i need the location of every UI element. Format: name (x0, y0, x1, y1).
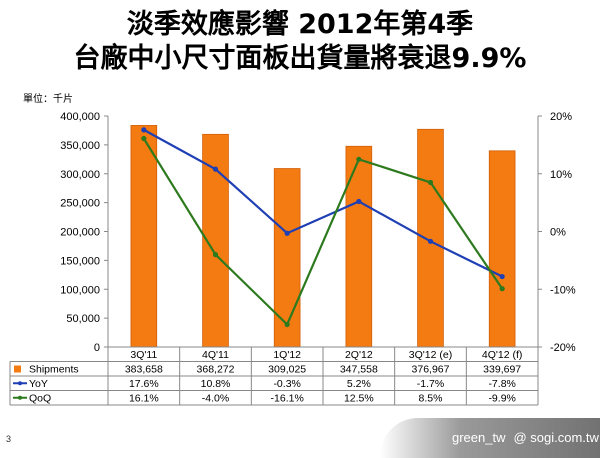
bar-shipments (345, 145, 373, 348)
point-yoy (356, 198, 362, 205)
left-tick-label: 300,000 (60, 169, 100, 181)
legend-label: QoQ (29, 393, 51, 405)
right-tick-label: 0% (550, 227, 566, 239)
point-qoq (284, 321, 290, 328)
data-table-cell: 16.1% (129, 393, 159, 405)
data-table-cell: -4.0% (202, 393, 229, 405)
left-tick-label: 400,000 (60, 111, 100, 123)
point-yoy (284, 230, 290, 236)
data-table-cell: -7.8% (488, 378, 515, 390)
credit-site: @ sogi.com.tw (513, 430, 599, 445)
data-table-cell: -1.7% (417, 378, 444, 390)
credit: green_tw @ sogi.com.tw (452, 430, 599, 445)
left-tick-label: 350,000 (60, 140, 100, 152)
data-table-cell: 5.2% (347, 378, 371, 390)
point-qoq (141, 135, 147, 142)
category-label: 3Q'11 (130, 349, 157, 361)
data-table-cell: 8.5% (419, 393, 443, 405)
line-yoy (143, 128, 503, 278)
left-tick-label: 200,000 (60, 227, 100, 239)
data-table-cell: 347,558 (340, 364, 378, 376)
point-qoq (427, 179, 434, 186)
data-table-cell: 12.5% (344, 393, 374, 405)
point-qoq (499, 286, 505, 292)
bar-shipments (273, 168, 301, 348)
left-tick-label: 0 (94, 342, 100, 354)
right-tick-label: -20% (550, 342, 576, 354)
bar-shipments (130, 125, 158, 348)
data-table-cell: 17.6% (129, 378, 159, 390)
data-table-cell: 339,697 (483, 364, 521, 376)
credit-author: green_tw (452, 430, 506, 445)
data-table-cell: -16.1% (271, 393, 304, 405)
left-tick-label: 50,000 (66, 313, 100, 325)
title-line-2: 台廠中小尺寸面板出貨量將衰退9.9% (73, 43, 527, 74)
left-tick-label: 100,000 (60, 284, 100, 296)
legend-swatch-shipments (14, 365, 21, 373)
data-table-cell: -0.3% (273, 378, 300, 390)
legend-label: Shipments (29, 364, 79, 376)
line-qoq (142, 137, 504, 327)
right-tick-label: -10% (550, 284, 576, 296)
unit-label: 單位：千片 (23, 92, 73, 105)
point-yoy (427, 238, 434, 244)
category-label: 3Q'12 (e) (409, 349, 452, 361)
category-label: 4Q'11 (202, 349, 229, 361)
bar-shipments (417, 128, 444, 348)
right-tick-label: 10% (550, 169, 572, 181)
category-label: 2Q'12 (345, 349, 373, 361)
title-line-1: 淡季效應影響 2012年第4季 (126, 9, 474, 40)
point-qoq (356, 156, 362, 162)
right-tick-label: 20% (550, 111, 572, 123)
category-label: 1Q'12 (273, 349, 301, 361)
data-table-cell: 376,967 (412, 364, 450, 376)
legend-label: YoY (29, 378, 48, 390)
left-tick-label: 150,000 (60, 255, 100, 267)
left-tick-label: 250,000 (60, 198, 100, 210)
bar-shipments (488, 150, 516, 348)
data-table-cell: -9.9% (488, 393, 515, 405)
data-table-cell: 309,025 (268, 364, 306, 376)
legend-marker-qoq (18, 395, 22, 400)
point-yoy (141, 127, 147, 133)
data-table-cell: 368,272 (197, 364, 235, 376)
legend-marker-yoy (18, 381, 22, 386)
page-number: 3 (6, 434, 12, 444)
category-label: 4Q'12 (f) (482, 349, 523, 361)
point-qoq (212, 252, 219, 258)
point-yoy (499, 273, 505, 280)
chart-title: 淡季效應影響 2012年第4季 台廠中小尺寸面板出貨量將衰退9.9% (0, 8, 600, 76)
point-yoy (212, 166, 219, 172)
data-table-cell: 10.8% (201, 378, 231, 390)
data-table-cell: 383,658 (125, 364, 163, 376)
